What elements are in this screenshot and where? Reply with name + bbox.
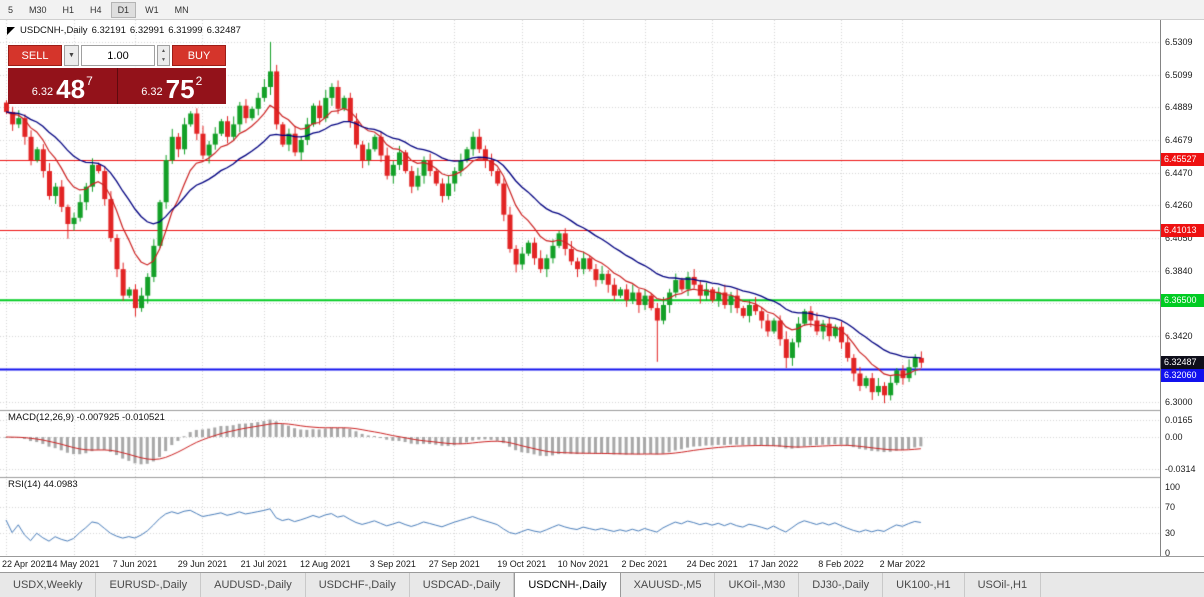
price-level-badge: 6.32487 (1161, 356, 1204, 370)
price-axis-tick: 6.3420 (1165, 331, 1193, 342)
macd-axis-tick: -0.0314 (1165, 464, 1196, 475)
chart-tab-xauusd-m5[interactable]: XAUUSD-,M5 (621, 573, 716, 597)
chart-tab-ukoil-m30[interactable]: UKOil-,M30 (715, 573, 800, 597)
ohlc-low: 6.31999 (168, 25, 203, 36)
timeframe-button-5[interactable]: 5 (8, 4, 14, 15)
timeframe-button-m30[interactable]: M30 (29, 4, 47, 15)
macd-axis-tick: 0.0165 (1165, 415, 1193, 425)
timeframe-button-h4[interactable]: H4 (90, 4, 102, 15)
volume-stepper[interactable]: ▲ ▼ (157, 45, 170, 66)
rsi-axis-tick: 70 (1165, 501, 1176, 512)
chart-tab-eurusd-daily[interactable]: EURUSD-,Daily (96, 573, 202, 597)
price-axis-tick: 6.3840 (1165, 265, 1193, 276)
price-axis-tick: 6.5309 (1165, 37, 1193, 47)
date-axis-label: 10 Nov 2021 (557, 559, 609, 569)
rsi-axis-tick: 30 (1165, 528, 1176, 539)
chart-tab-usdchf-daily[interactable]: USDCHF-,Daily (306, 573, 410, 597)
one-click-trading-panel: SELL ▼ 1.00 ▲ ▼ BUY 6.32 48 7 6.32 75 (8, 45, 226, 104)
date-axis-label: 22 Apr 2021 (2, 559, 51, 569)
price-axis-tick: 6.5099 (1165, 69, 1193, 80)
price-axis-tick: 6.4260 (1165, 200, 1193, 211)
volume-dropdown-icon[interactable]: ▼ (64, 45, 79, 66)
date-axis-label: 3 Sep 2021 (369, 559, 416, 569)
chart-symbol-label: USDCNH-,Daily (20, 25, 88, 36)
chart-area: USDCNH-,Daily 6.32191 6.32991 6.31999 6.3248… (0, 20, 1204, 572)
volume-input[interactable]: 1.00 (81, 45, 155, 66)
rsi-axis-tick: 100 (1165, 482, 1181, 492)
chart-tab-usoil-h1[interactable]: USOil-,H1 (965, 573, 1042, 597)
one-click-toggle-arrow[interactable] (7, 27, 15, 35)
volume-up-icon[interactable]: ▲ (161, 47, 166, 54)
date-axis-label: 24 Dec 2021 (686, 559, 738, 569)
buy-price-display[interactable]: 6.32 75 2 (117, 68, 226, 104)
timeframe-toolbar: 5 M30 H1 H4 D1 W1 MN (0, 0, 1204, 20)
buy-price-base: 6.32 (141, 86, 163, 98)
date-axis-label: 8 Feb 2022 (818, 559, 864, 569)
timeframe-button-mn[interactable]: MN (174, 4, 189, 15)
chart-tab-usdcad-daily[interactable]: USDCAD-,Daily (410, 573, 515, 597)
macd-axis-tick: 0.00 (1165, 432, 1183, 442)
buy-button[interactable]: BUY (172, 45, 226, 66)
chart-tab-usdx-weekly[interactable]: USDX,Weekly (0, 573, 97, 597)
sell-price-display[interactable]: 6.32 48 7 (8, 68, 118, 104)
price-axis: 6.5309 6.5099 6.4889 6.4679 6.4470 6.4260 6.40… (1160, 20, 1204, 558)
chart-ohlc-title: USDCNH-,Daily 6.32191 6.32991 6.31999 6.3248… (20, 25, 245, 36)
date-axis-label: 14 May 2021 (47, 559, 100, 569)
price-axis-tick: 6.4470 (1165, 167, 1193, 178)
timeframe-button-d1[interactable]: D1 (110, 1, 137, 18)
buy-price-pips: 75 (165, 74, 195, 104)
price-axis-tick: 6.3000 (1165, 396, 1193, 407)
buy-price-point: 2 (195, 74, 203, 88)
volume-down-icon[interactable]: ▼ (161, 57, 166, 64)
date-axis-label: 21 Jul 2021 (240, 559, 288, 569)
rsi-axis-tick: 0 (1165, 548, 1171, 558)
date-axis-label: 19 Oct 2021 (497, 559, 547, 569)
price-chart-canvas[interactable] (0, 20, 1160, 556)
date-axis-label: 7 Jun 2021 (112, 559, 158, 569)
sell-button[interactable]: SELL (8, 45, 62, 66)
chart-tab-uk100-h1[interactable]: UK100-,H1 (883, 573, 965, 597)
price-axis-tick: 6.4050 (1165, 233, 1193, 244)
chart-tab-bar: USDX,Weekly EURUSD-,Daily AUDUSD-,Daily USD… (0, 572, 1204, 597)
date-axis-label: 29 Jun 2021 (177, 559, 228, 569)
chart-tab-dj30-daily[interactable]: DJ30-,Daily (799, 573, 884, 597)
sell-price-point: 7 (86, 74, 93, 88)
chart-tab-audusd-daily[interactable]: AUDUSD-,Daily (201, 573, 306, 597)
price-level-badge: 6.32060 (1161, 369, 1204, 383)
ohlc-high: 6.32991 (129, 25, 165, 36)
date-axis-label: 27 Sep 2021 (428, 559, 480, 569)
price-level-badge: 6.41013 (1161, 223, 1204, 237)
timeframe-button-w1[interactable]: W1 (145, 4, 159, 15)
chart-tab-usdcnh-daily[interactable]: USDCNH-,Daily (514, 573, 621, 597)
sell-price-pips: 48 (56, 74, 86, 104)
date-axis: 22 Apr 2021 14 May 2021 7 Jun 2021 29 Jun 2… (0, 556, 1204, 572)
date-axis-label: 2 Mar 2022 (879, 559, 926, 569)
price-level-badge: 6.36500 (1161, 293, 1204, 307)
ohlc-open: 6.32191 (91, 25, 126, 36)
price-axis-tick: 6.4679 (1165, 135, 1193, 146)
macd-indicator-label: MACD(12,26,9) -0.007925 -0.010521 (8, 412, 165, 423)
date-axis-label: 12 Aug 2021 (299, 559, 351, 569)
timeframe-button-h1[interactable]: H1 (62, 4, 75, 15)
price-axis-tick: 6.4889 (1165, 102, 1193, 113)
ohlc-close: 6.32487 (206, 25, 241, 36)
sell-price-base: 6.32 (31, 86, 54, 98)
date-axis-label: 2 Dec 2021 (621, 559, 668, 569)
date-axis-label: 17 Jan 2022 (748, 559, 799, 569)
rsi-indicator-label: RSI(14) 44.0983 (8, 479, 78, 490)
price-level-badge: 6.45527 (1161, 153, 1204, 167)
